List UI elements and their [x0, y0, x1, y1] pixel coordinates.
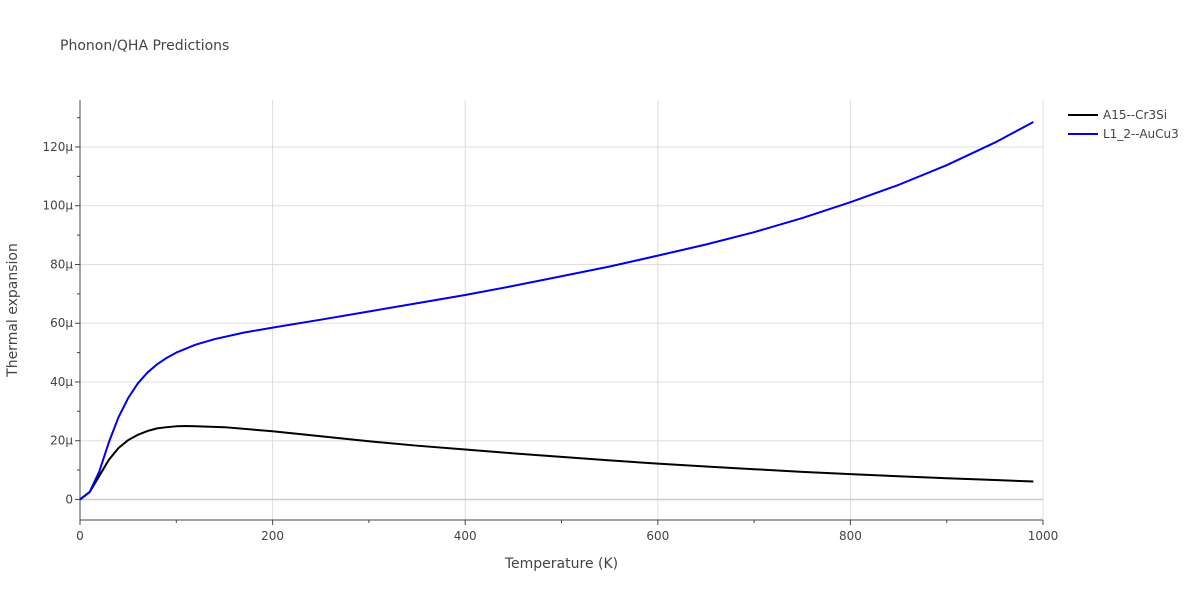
series-line-l1-2-aucu3: [79, 121, 1034, 501]
chart-title: Phonon/QHA Predictions: [60, 38, 229, 54]
x-tick-label: 800: [839, 529, 862, 543]
y-tick-label: 120μ: [42, 140, 73, 154]
y-axis-title: Thermal expansion: [5, 243, 21, 378]
x-tick-label: 200: [261, 529, 284, 543]
y-tick-label: 40μ: [50, 375, 73, 389]
legend-item[interactable]: A15--Cr3Si: [1068, 108, 1167, 122]
legend-label: A15--Cr3Si: [1103, 108, 1167, 122]
y-tick-label: 100μ: [42, 199, 73, 213]
x-tick-label: 0: [76, 529, 84, 543]
x-tick-label: 1000: [1028, 529, 1059, 543]
y-tick-label: 80μ: [50, 257, 73, 271]
y-tick-label: 0: [65, 492, 73, 506]
legend-label: L1_2--AuCu3: [1103, 127, 1179, 141]
legend-item[interactable]: L1_2--AuCu3: [1068, 127, 1179, 141]
axis-layer: 0 200 400 600 800 1000 0 20μ 40μ 60μ 80μ 100μ 120μ: [42, 100, 1058, 543]
legend[interactable]: A15--Cr3Si L1_2--AuCu3: [1068, 108, 1179, 141]
y-tick-label: 60μ: [50, 316, 73, 330]
series-layer: [79, 121, 1034, 501]
x-axis-title: Temperature (K): [504, 556, 618, 572]
x-tick-label: 400: [454, 529, 477, 543]
grid-layer: [80, 100, 1044, 520]
y-tick-label: 20μ: [50, 434, 73, 448]
x-tick-label: 600: [646, 529, 669, 543]
series-line-a15-cr3si: [79, 425, 1034, 501]
